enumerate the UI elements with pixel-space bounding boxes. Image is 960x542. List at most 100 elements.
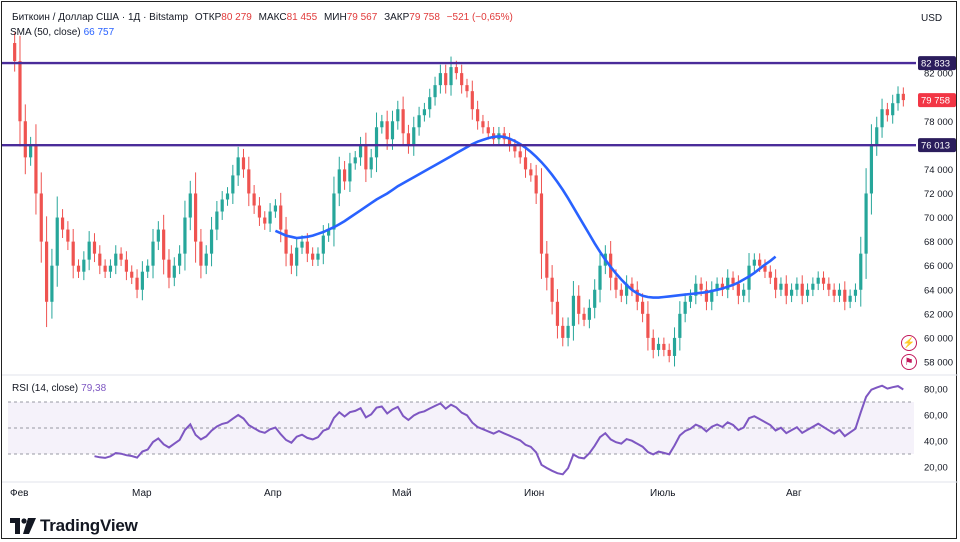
last-price-tag[interactable] (918, 93, 956, 108)
candle-body (380, 121, 384, 128)
time-axis-label: Мар (132, 488, 152, 499)
price-level-tag-text: 82 833 (921, 59, 950, 70)
candle-body (66, 229, 70, 242)
candle-body (678, 313, 682, 338)
candle-body (587, 307, 591, 320)
candle-body (199, 241, 203, 266)
candle-body (550, 277, 554, 302)
candle-body (885, 109, 889, 116)
candle-body (635, 289, 639, 302)
candle-body (853, 289, 858, 296)
candle-body (460, 73, 464, 86)
candle-body (332, 193, 336, 230)
candle-body (486, 127, 490, 134)
price-tick-label: 58 000 (924, 357, 953, 368)
price-tick-label: 78 000 (924, 117, 953, 128)
candle-body (193, 193, 198, 242)
candle-body (476, 109, 480, 122)
price-level-tag[interactable] (918, 138, 956, 153)
candle-body (55, 217, 59, 266)
price-tick-label: 74 000 (924, 165, 953, 176)
price-tick-label: 60 000 (924, 333, 953, 344)
candle-body (720, 283, 725, 290)
candle-body (523, 157, 528, 170)
candle-body (295, 247, 299, 266)
candle-body (614, 277, 618, 290)
candle-body (619, 289, 623, 296)
rsi-tick-label: 40,00 (924, 437, 948, 448)
time-axis-label: Апр (264, 488, 282, 499)
candle-body (396, 109, 400, 122)
candle-body (23, 121, 27, 158)
candle-body (204, 253, 208, 266)
candle-body (736, 283, 740, 296)
flag-icon[interactable]: ⚑ (901, 354, 917, 370)
candle-body (390, 121, 395, 140)
time-axis-label: Май (392, 488, 412, 499)
price-tick-label: 70 000 (924, 213, 953, 224)
rsi-tick-label: 20,00 (924, 463, 948, 474)
candle-body (71, 241, 75, 266)
candle-body (774, 277, 778, 290)
candle-body (805, 289, 810, 296)
candle-body (571, 295, 576, 326)
candle-body (715, 283, 719, 290)
candle-body (337, 169, 341, 194)
candle-body (289, 253, 293, 266)
candle-body (279, 205, 283, 230)
candle-body (82, 259, 86, 272)
price-tick-label: 68 000 (924, 237, 953, 248)
symbol-title[interactable]: Биткоин / Доллар США · 1Д · Bitstamp (12, 12, 189, 23)
time-axis-label: Июн (524, 488, 544, 499)
price-tick-label: 64 000 (924, 285, 953, 296)
candle-body (545, 253, 549, 278)
candle-body (832, 289, 836, 296)
candle-body (891, 103, 895, 116)
rsi-line[interactable] (94, 384, 904, 476)
candle-body (412, 127, 416, 146)
candle-body (784, 283, 788, 296)
candle-body (555, 301, 560, 326)
rsi-legend[interactable]: RSI (14, close) 79,38 (12, 383, 106, 394)
candle-body (406, 133, 411, 146)
candle-body (529, 169, 533, 176)
rsi-value: 79,38 (81, 383, 107, 394)
candle-body (598, 265, 602, 290)
candle-body (273, 205, 278, 212)
candle-body (172, 265, 176, 278)
candle-body (220, 199, 224, 212)
candle-body (311, 253, 315, 260)
candle-body (513, 145, 517, 152)
candle-body (348, 163, 352, 182)
candle-body (688, 295, 693, 302)
candle-body (252, 193, 256, 206)
candle-body (694, 283, 698, 296)
candle-body (640, 301, 645, 314)
candle-body (625, 283, 629, 296)
lightning-icon[interactable]: ⚡ (901, 335, 917, 351)
candle-body (539, 193, 544, 254)
candle-body (683, 301, 687, 314)
candle-body (779, 283, 783, 290)
tradingview-logo[interactable]: TradingView (10, 516, 138, 536)
candle-body (646, 313, 650, 338)
currency-label[interactable]: USD (921, 13, 943, 24)
candle-body (848, 295, 852, 302)
candle-body (263, 217, 267, 224)
low-label: МИН (323, 12, 347, 23)
candle-body (704, 289, 709, 302)
candle-body (837, 289, 842, 296)
candle-body (300, 241, 304, 248)
candle-body (401, 109, 405, 134)
low-value: 79 567 (346, 12, 378, 23)
candle-body (507, 139, 512, 146)
candle-body (869, 145, 874, 194)
sma-line[interactable] (274, 134, 777, 299)
candle-body (742, 289, 746, 296)
sma-legend[interactable]: SMA (50, close) 66 757 (10, 27, 114, 38)
price-level-tag[interactable] (918, 56, 956, 71)
price-tick-label: 66 000 (924, 261, 953, 272)
candle-body (438, 73, 442, 86)
candle-body (518, 151, 522, 158)
